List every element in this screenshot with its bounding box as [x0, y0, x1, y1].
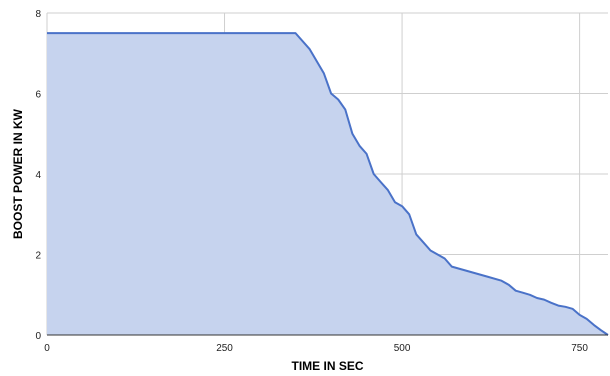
y-tick-label: 4 — [35, 170, 41, 181]
x-tick-label: 250 — [216, 343, 233, 354]
x-tick-label: 0 — [44, 343, 50, 354]
series-line — [47, 32, 609, 336]
series-area-fill — [47, 33, 608, 335]
x-tick-label: 750 — [571, 343, 588, 354]
y-tick-label: 6 — [35, 90, 41, 101]
x-axis-ticks: 0 250 500 750 — [44, 343, 588, 354]
y-tick-label: 8 — [35, 9, 41, 20]
y-tick-label: 0 — [35, 331, 41, 342]
x-tick-label: 500 — [394, 343, 411, 354]
y-axis-ticks: 0 2 4 6 8 — [35, 9, 41, 342]
y-tick-label: 2 — [35, 251, 41, 262]
x-axis-title: TIME IN SEC — [291, 359, 363, 373]
y-axis-title: BOOST POWER IN KW — [11, 108, 25, 239]
